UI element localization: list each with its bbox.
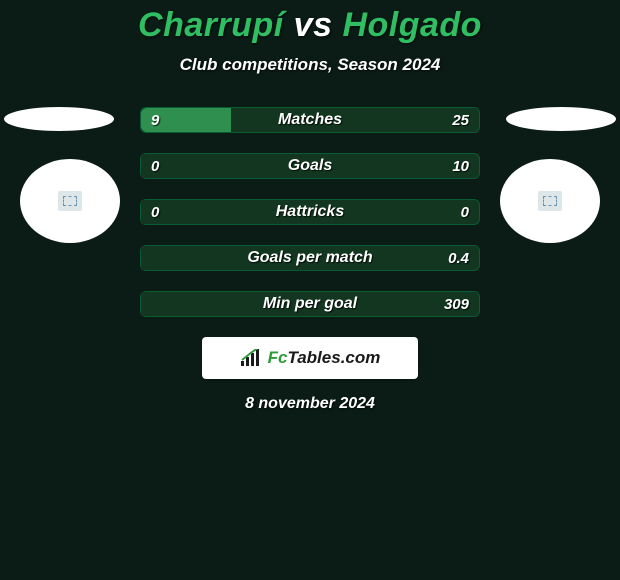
stat-value-right: 10 [452, 154, 469, 178]
stat-bar-right [231, 108, 479, 132]
image-placeholder-icon [538, 191, 562, 211]
brand-text: FcTables.com [268, 348, 381, 368]
player-portrait-left [20, 159, 120, 243]
image-placeholder-inner [543, 196, 557, 206]
date-text: 8 november 2024 [0, 395, 620, 413]
title-right: Holgado [342, 6, 481, 44]
stat-value-left: 0 [151, 200, 159, 224]
stat-value-right: 309 [444, 292, 469, 316]
stat-bar-right [141, 154, 479, 178]
stat-row: Hattricks00 [140, 199, 480, 225]
subtitle: Club competitions, Season 2024 [0, 55, 620, 75]
image-placeholder-inner [63, 196, 77, 206]
stat-row: Goals010 [140, 153, 480, 179]
player-portrait-right [500, 159, 600, 243]
stat-bars: Matches925Goals010Hattricks00Goals per m… [140, 107, 480, 317]
brand-prefix: Fc [268, 348, 288, 367]
image-placeholder-icon [58, 191, 82, 211]
stat-bar-right [141, 200, 479, 224]
fctables-logo-icon [240, 349, 262, 367]
stat-value-right: 0.4 [448, 246, 469, 270]
stat-row: Matches925 [140, 107, 480, 133]
stat-row: Min per goal309 [140, 291, 480, 317]
stat-value-right: 25 [452, 108, 469, 132]
stat-value-right: 0 [461, 200, 469, 224]
brand-rest: Tables.com [287, 348, 380, 367]
title-vs: vs [284, 6, 343, 44]
stat-bar-right [141, 246, 479, 270]
comparison-stage: Matches925Goals010Hattricks00Goals per m… [0, 107, 620, 413]
stat-bar-right [141, 292, 479, 316]
stat-value-left: 9 [151, 108, 159, 132]
title-left: Charrupí [138, 6, 284, 44]
brand-card: FcTables.com [202, 337, 418, 379]
team-flag-left [4, 107, 114, 131]
team-flag-right [506, 107, 616, 131]
content-root: Charrupí vs Holgado Club competitions, S… [0, 0, 620, 413]
page-title: Charrupí vs Holgado [0, 6, 620, 45]
stat-row: Goals per match0.4 [140, 245, 480, 271]
stat-value-left: 0 [151, 154, 159, 178]
